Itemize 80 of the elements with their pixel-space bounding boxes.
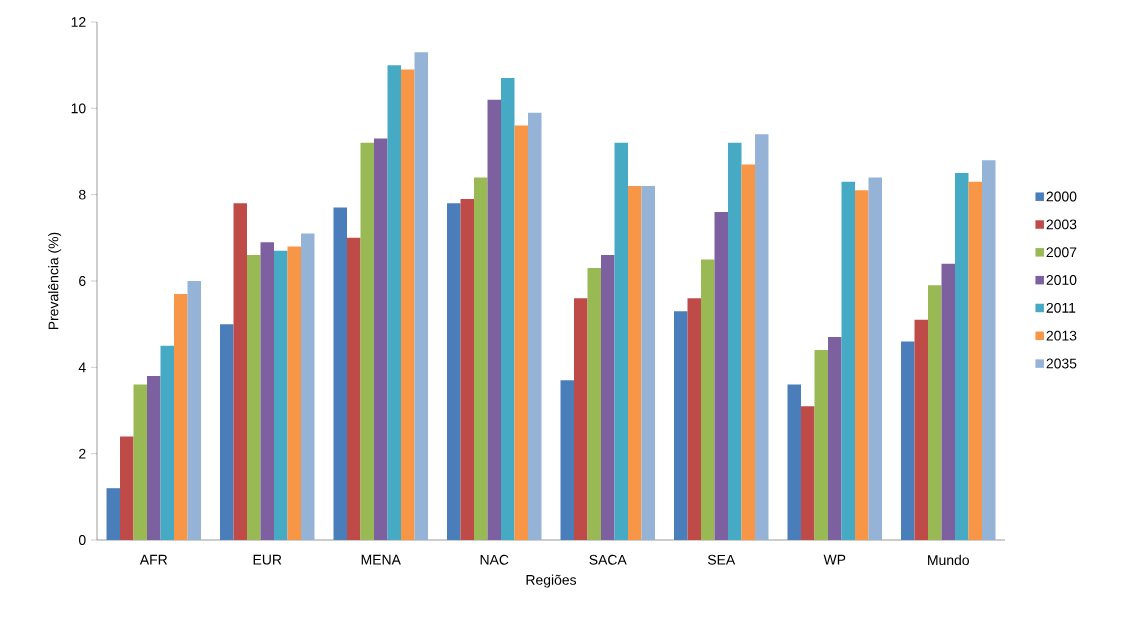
- y-tick-label: 4: [78, 362, 86, 373]
- bar: [347, 237, 361, 540]
- y-tick-label: 8: [79, 189, 86, 200]
- bar: [814, 350, 829, 540]
- bar: [220, 324, 234, 540]
- bar: [741, 164, 756, 540]
- bar: [333, 207, 347, 540]
- bar: [701, 259, 715, 540]
- x-tick-label: NAC: [480, 554, 509, 565]
- bar: [728, 142, 742, 540]
- x-tick-label: EUR: [253, 554, 282, 565]
- bar: [714, 211, 728, 540]
- bar: [514, 125, 528, 540]
- bar: [928, 285, 942, 540]
- bar: [233, 203, 247, 540]
- bar: [414, 52, 428, 540]
- y-tick-label: 10: [71, 103, 86, 114]
- x-tick-label: Mundo: [928, 554, 969, 566]
- bar: [174, 293, 188, 540]
- bar: [187, 281, 201, 540]
- bar: [401, 69, 415, 540]
- bar: [560, 380, 574, 540]
- bar: [628, 186, 642, 540]
- bar: [133, 384, 147, 540]
- bar: [914, 319, 929, 540]
- bar: [674, 311, 688, 540]
- bar: [601, 255, 615, 540]
- bar: [687, 298, 701, 540]
- x-axis-title: Regiões: [526, 574, 577, 588]
- y-tick-label: 12: [71, 17, 86, 27]
- bar: [955, 173, 969, 540]
- bar: [968, 181, 983, 540]
- bar: [387, 65, 401, 540]
- legend-label: 2013: [1046, 330, 1077, 341]
- legend-label: 2007: [1046, 247, 1077, 258]
- bar: [460, 198, 474, 540]
- bar: [574, 298, 588, 540]
- y-axis-title: Prevalência (%): [48, 232, 62, 330]
- bar: [787, 384, 802, 540]
- bar: [587, 268, 601, 540]
- bar: [901, 341, 915, 540]
- legend-label: 2000: [1046, 191, 1077, 202]
- bar: [106, 488, 120, 540]
- bar: [528, 112, 542, 540]
- bar: [614, 142, 628, 540]
- bar: [801, 406, 815, 540]
- legend-label: 2035: [1046, 358, 1077, 369]
- x-tick-label: AFR: [139, 554, 168, 565]
- bar: [147, 375, 161, 540]
- y-tick-label: 6: [79, 276, 86, 286]
- bar: [501, 78, 515, 540]
- x-tick-label: SACA: [589, 554, 627, 565]
- bar: [287, 246, 301, 540]
- bar: [941, 263, 956, 540]
- bar: [487, 99, 501, 540]
- legend-label: 2011: [1046, 302, 1076, 313]
- bar: [360, 142, 374, 540]
- bar: [868, 177, 883, 540]
- bar: [474, 177, 488, 540]
- bar: [247, 255, 261, 540]
- bar: [274, 250, 288, 540]
- bar: [855, 190, 869, 540]
- bar: [301, 233, 315, 540]
- bar: [260, 242, 274, 540]
- y-tick-label: 0: [78, 535, 86, 545]
- legend-label: 2003: [1046, 219, 1077, 230]
- bar: [160, 345, 174, 540]
- bar: [374, 138, 388, 540]
- x-tick-label: WP: [823, 554, 846, 565]
- y-tick-label: 2: [79, 448, 86, 459]
- x-tick-label: MENA: [361, 554, 401, 565]
- bar: [982, 160, 996, 540]
- bar: [755, 134, 769, 540]
- bar: [841, 181, 856, 540]
- legend-label: 2010: [1046, 275, 1077, 285]
- bar: [447, 203, 461, 540]
- bar: [828, 337, 842, 540]
- x-tick-label: SEA: [707, 554, 736, 565]
- bar: [641, 186, 655, 540]
- bar: [120, 436, 134, 540]
